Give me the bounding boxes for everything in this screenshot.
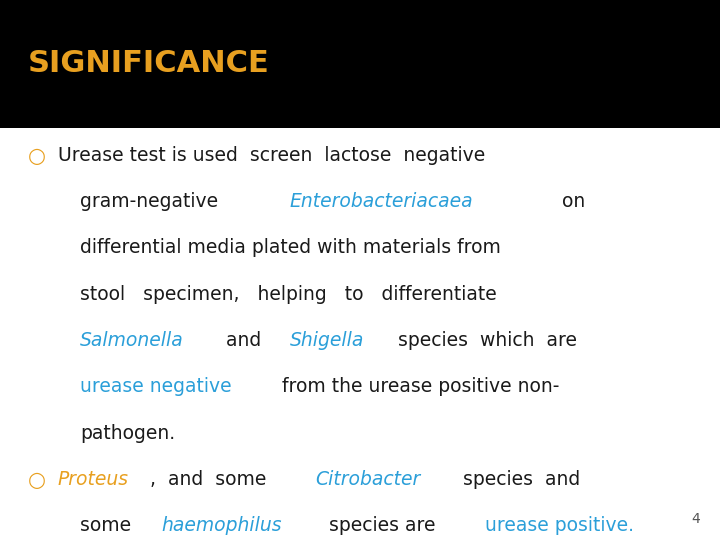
Text: haemophilus: haemophilus: [161, 516, 282, 535]
Text: ,  and  some: , and some: [150, 470, 278, 489]
Text: pathogen.: pathogen.: [80, 423, 175, 443]
Text: stool   specimen,   helping   to   differentiate: stool specimen, helping to differentiate: [80, 285, 497, 303]
Text: urease positive.: urease positive.: [485, 516, 634, 535]
Text: Enterobacteriacaea: Enterobacteriacaea: [289, 192, 473, 211]
Text: gram-negative: gram-negative: [80, 192, 242, 211]
Text: Urease test is used  screen  lactose  negative: Urease test is used screen lactose negat…: [58, 146, 485, 165]
Text: SIGNIFICANCE: SIGNIFICANCE: [28, 50, 270, 78]
Text: Citrobacter: Citrobacter: [315, 470, 420, 489]
Text: Shigella: Shigella: [290, 331, 365, 350]
Text: species  which  are: species which are: [387, 331, 577, 350]
Text: species  and: species and: [451, 470, 580, 489]
Text: differential media plated with materials from: differential media plated with materials…: [80, 239, 501, 258]
Text: ○: ○: [28, 470, 46, 490]
Bar: [0, 0, 720, 128]
Text: 4: 4: [691, 511, 700, 525]
Text: Salmonella: Salmonella: [80, 331, 184, 350]
Text: urease negative: urease negative: [80, 377, 232, 396]
Text: ○: ○: [28, 146, 46, 166]
Text: on: on: [526, 192, 585, 211]
Text: from the urease positive non-: from the urease positive non-: [276, 377, 559, 396]
Text: some: some: [80, 516, 143, 535]
Text: Proteus: Proteus: [58, 470, 129, 489]
Text: species are: species are: [317, 516, 447, 535]
Text: and: and: [214, 331, 273, 350]
